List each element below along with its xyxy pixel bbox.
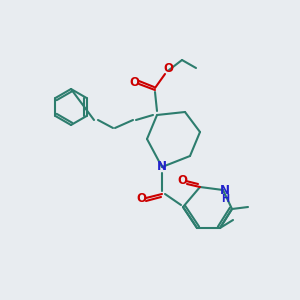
Text: H: H [221, 194, 229, 204]
Text: O: O [129, 76, 139, 89]
Text: O: O [136, 193, 146, 206]
Text: O: O [177, 175, 187, 188]
Text: N: N [220, 184, 230, 196]
Text: O: O [163, 62, 173, 76]
Text: N: N [157, 160, 167, 173]
